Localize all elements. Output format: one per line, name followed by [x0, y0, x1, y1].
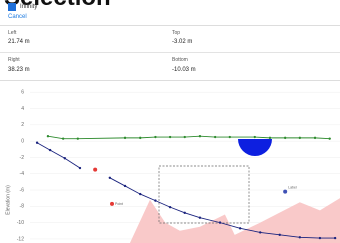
series-point [319, 237, 321, 239]
marker-label: Label [288, 186, 297, 190]
series-point [77, 137, 79, 139]
series-point [219, 221, 221, 223]
y-tick-label: -8 [20, 204, 25, 210]
series-point [299, 137, 301, 139]
pool-shape [238, 139, 272, 156]
y-tick-label: -6 [20, 187, 25, 193]
series-point [199, 135, 201, 137]
y-tick-label: 0 [21, 138, 24, 144]
series-point [109, 177, 111, 179]
series-point [328, 137, 330, 139]
series-point [239, 227, 241, 229]
series-point [139, 193, 141, 195]
series-point [259, 231, 261, 233]
terrain-area [130, 198, 340, 243]
series-point [64, 157, 66, 159]
y-tick-label: -12 [17, 236, 24, 242]
y-tick-label: 4 [21, 106, 24, 112]
series-point [184, 136, 186, 138]
series-point [79, 167, 81, 169]
series-point [139, 137, 141, 139]
series-point [229, 136, 231, 138]
series-point [279, 234, 281, 236]
page: {"header": {"title": "Selection", "mode"… [0, 0, 340, 243]
y-tick-label: -10 [17, 220, 24, 226]
series-point [49, 149, 51, 151]
series-point [269, 137, 271, 139]
selection-box [159, 166, 249, 223]
series-point [314, 137, 316, 139]
series-point [284, 137, 286, 139]
series-point [154, 199, 156, 201]
series-point [62, 137, 64, 139]
y-tick-label: -2 [20, 155, 25, 161]
series-line [48, 136, 330, 138]
series-point [124, 137, 126, 139]
series-point [124, 185, 126, 187]
y-axis-label: Elevation (m) [5, 185, 11, 215]
series-point [154, 136, 156, 138]
series-point [184, 212, 186, 214]
marker-point [110, 202, 114, 206]
series-point [169, 136, 171, 138]
series-point [334, 237, 336, 239]
marker-point [283, 190, 287, 194]
series-point [36, 142, 38, 144]
series-point [169, 206, 171, 208]
y-tick-label: -4 [20, 171, 25, 177]
marker-point [93, 168, 97, 172]
y-tick-label: 2 [21, 122, 24, 128]
series-point [299, 236, 301, 238]
series-point [199, 217, 201, 219]
marker-label: Point [115, 202, 123, 206]
series-point [254, 136, 256, 138]
chart: Elevation (m) 6 4 2 0 -2 -4 -6 -8 -10 -12 Point Lab… [0, 0, 340, 243]
series-point [214, 136, 216, 138]
y-tick-label: 6 [21, 90, 24, 96]
series-point [47, 135, 49, 137]
